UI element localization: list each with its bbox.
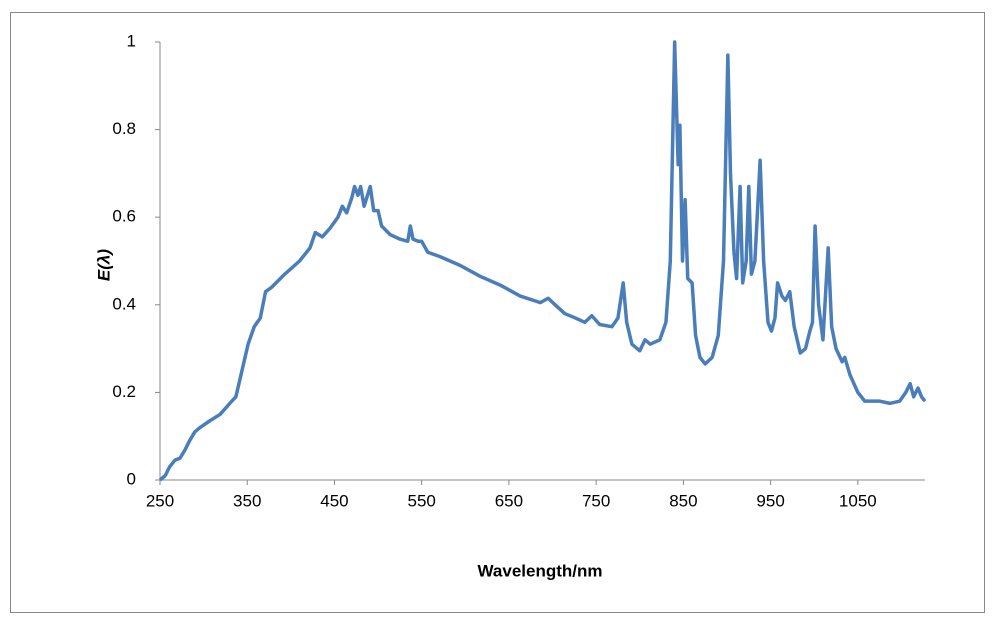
x-tick-label: 950 <box>756 491 784 510</box>
x-tick-label: 650 <box>495 491 523 510</box>
x-tick-label: 250 <box>146 491 174 510</box>
x-tick-label: 550 <box>408 491 436 510</box>
x-tick-label: 850 <box>669 491 697 510</box>
y-tick-label: 1 <box>127 31 136 50</box>
chart-border <box>10 12 985 613</box>
x-tick-label: 350 <box>233 491 261 510</box>
data-line <box>158 40 927 482</box>
y-tick-label: 0.4 <box>112 294 136 313</box>
y-tick-label: 0.6 <box>112 207 136 226</box>
x-tick-label: 450 <box>320 491 348 510</box>
y-tick-label: 0.8 <box>112 119 136 138</box>
x-axis-label: Wavelength/nm <box>478 561 603 580</box>
y-tick-label: 0 <box>127 469 136 488</box>
y-axis-label: E(λ) <box>94 249 113 281</box>
x-tick-label: 1050 <box>839 491 877 510</box>
y-tick-label: 0.2 <box>112 382 136 401</box>
x-tick-label: 750 <box>582 491 610 510</box>
